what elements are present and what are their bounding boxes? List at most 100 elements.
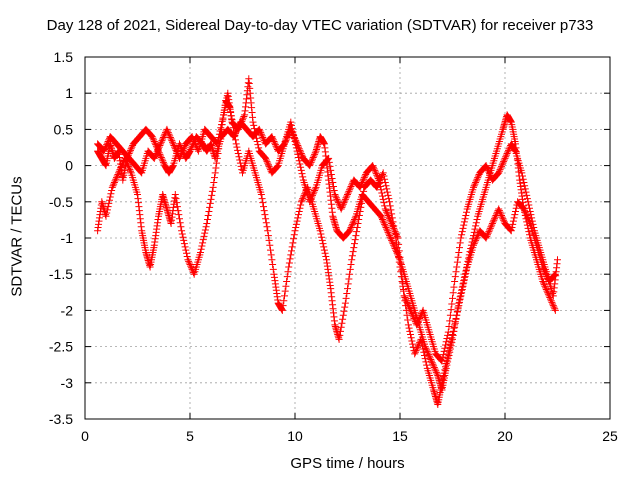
data-point bbox=[383, 185, 391, 193]
data-point bbox=[287, 251, 295, 259]
data-point bbox=[341, 197, 349, 205]
data-point bbox=[544, 290, 552, 298]
data-point bbox=[444, 331, 452, 339]
data-point bbox=[260, 207, 268, 215]
data-point bbox=[191, 139, 199, 147]
data-point bbox=[360, 175, 368, 183]
data-point bbox=[209, 183, 217, 191]
data-point bbox=[341, 303, 349, 311]
data-point bbox=[282, 282, 290, 290]
data-point bbox=[500, 158, 508, 166]
data-point bbox=[104, 137, 112, 145]
data-point bbox=[406, 305, 414, 313]
data-point bbox=[325, 154, 333, 162]
data-point bbox=[408, 337, 416, 345]
data-point bbox=[425, 352, 433, 360]
data-point bbox=[297, 150, 305, 158]
data-point bbox=[155, 143, 163, 151]
data-point bbox=[383, 188, 391, 196]
data-point bbox=[381, 175, 389, 183]
data-point bbox=[163, 125, 171, 133]
data-point bbox=[551, 306, 559, 314]
data-point bbox=[457, 292, 465, 300]
data-point bbox=[456, 239, 464, 247]
data-point bbox=[202, 223, 210, 231]
data-point bbox=[540, 281, 548, 289]
data-point bbox=[505, 146, 512, 154]
data-point bbox=[374, 174, 382, 182]
data-point bbox=[446, 343, 454, 351]
data-point bbox=[449, 294, 456, 302]
data-point bbox=[361, 172, 369, 180]
data-point bbox=[502, 153, 510, 161]
data-point bbox=[157, 152, 165, 160]
data-point bbox=[377, 212, 385, 220]
data-point bbox=[215, 130, 223, 138]
data-point bbox=[158, 137, 166, 145]
data-point bbox=[103, 141, 111, 149]
x-tick-label: 10 bbox=[287, 428, 303, 444]
chart-title: Day 128 of 2021, Sidereal Day-to-day VTE… bbox=[46, 17, 594, 34]
data-point bbox=[150, 136, 158, 144]
data-point bbox=[439, 376, 447, 384]
data-point bbox=[539, 277, 547, 285]
data-point bbox=[117, 162, 125, 170]
data-point bbox=[445, 347, 453, 355]
data-point bbox=[400, 285, 407, 293]
data-point bbox=[548, 298, 556, 306]
data-point bbox=[389, 223, 397, 231]
data-point bbox=[238, 117, 246, 125]
data-point bbox=[462, 269, 470, 277]
data-point bbox=[425, 351, 433, 359]
data-point bbox=[386, 233, 394, 241]
x-tick-label: 5 bbox=[186, 428, 194, 444]
data-point bbox=[344, 285, 351, 293]
data-point bbox=[327, 166, 335, 174]
data-point bbox=[431, 365, 439, 373]
data-point bbox=[512, 207, 519, 215]
data-point bbox=[114, 170, 122, 178]
data-point bbox=[459, 282, 467, 290]
data-point bbox=[262, 215, 270, 223]
data-point bbox=[346, 225, 354, 233]
data-point bbox=[176, 219, 184, 227]
data-point bbox=[182, 246, 190, 254]
data-point bbox=[180, 240, 188, 248]
data-point bbox=[406, 327, 414, 335]
data-point bbox=[324, 155, 332, 163]
data-point bbox=[333, 195, 341, 203]
data-point bbox=[379, 169, 387, 177]
data-point bbox=[540, 279, 547, 287]
data-point bbox=[497, 164, 505, 172]
data-point bbox=[458, 289, 466, 297]
data-point bbox=[439, 372, 447, 380]
data-point bbox=[332, 194, 340, 202]
data-point bbox=[471, 180, 479, 188]
data-point bbox=[293, 217, 301, 225]
data-point bbox=[269, 265, 277, 273]
data-point bbox=[137, 168, 145, 176]
data-point bbox=[199, 236, 207, 244]
data-point bbox=[483, 232, 491, 240]
data-point bbox=[382, 224, 390, 232]
data-point bbox=[211, 169, 219, 177]
data-point bbox=[102, 212, 110, 220]
data-point bbox=[192, 141, 200, 149]
data-point bbox=[288, 125, 296, 133]
data-point bbox=[501, 154, 509, 162]
data-point bbox=[348, 252, 356, 260]
data-point bbox=[252, 131, 260, 139]
data-point bbox=[150, 154, 158, 162]
data-point bbox=[288, 243, 296, 251]
data-point bbox=[488, 221, 496, 229]
data-point bbox=[428, 357, 435, 365]
data-point bbox=[346, 265, 354, 273]
data-point bbox=[398, 273, 406, 281]
data-point bbox=[255, 125, 263, 133]
data-point bbox=[460, 218, 468, 226]
data-point bbox=[157, 154, 165, 162]
y-tick-label: -0.5 bbox=[49, 194, 73, 210]
data-point bbox=[453, 308, 461, 316]
data-point bbox=[500, 216, 508, 224]
data-point bbox=[263, 158, 271, 166]
